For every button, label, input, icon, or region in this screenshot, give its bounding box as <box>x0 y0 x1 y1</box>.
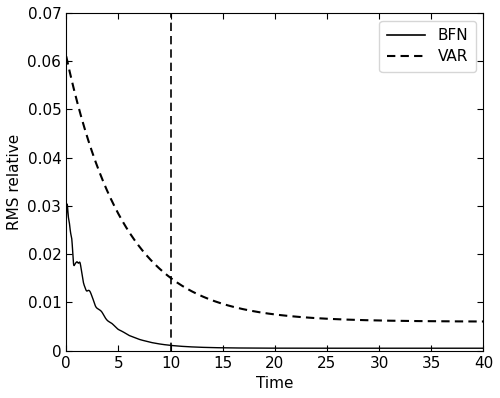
BFN <box>480 346 486 351</box>
VAR <box>468 319 473 324</box>
BFN <box>238 345 244 350</box>
BFN <box>242 345 248 350</box>
VAR <box>366 318 372 323</box>
VAR <box>447 319 453 324</box>
BFN <box>366 346 372 351</box>
BFN <box>262 346 268 351</box>
VAR <box>262 310 268 315</box>
VAR <box>480 319 486 324</box>
BFN <box>447 346 453 351</box>
VAR <box>63 54 69 59</box>
Legend: BFN, VAR: BFN, VAR <box>380 21 476 72</box>
BFN <box>468 346 473 351</box>
X-axis label: Time: Time <box>256 376 294 391</box>
Line: VAR: VAR <box>66 57 484 322</box>
Line: BFN: BFN <box>66 204 484 348</box>
Y-axis label: RMS relative: RMS relative <box>7 134 22 230</box>
BFN <box>64 202 70 207</box>
VAR <box>242 307 248 312</box>
VAR <box>238 306 244 311</box>
BFN <box>63 218 69 223</box>
